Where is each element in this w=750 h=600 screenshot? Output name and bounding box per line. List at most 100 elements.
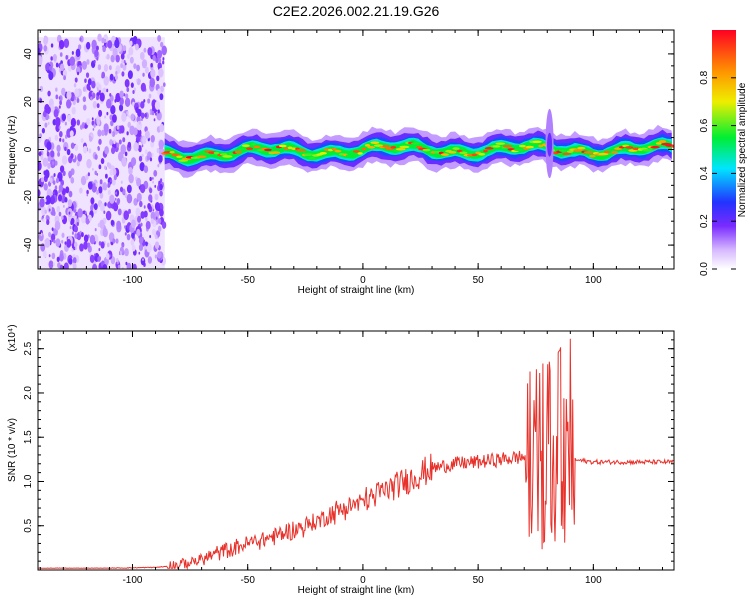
noise-speckle — [88, 135, 93, 142]
noise-speckle — [82, 145, 88, 154]
x-tick-label: -50 — [240, 275, 255, 286]
noise-speckle — [58, 96, 61, 100]
noise-speckle — [113, 139, 116, 145]
noise-speckle — [114, 74, 119, 81]
noise-speckle — [46, 151, 50, 157]
noise-speckle — [81, 60, 88, 70]
noise-speckle — [91, 120, 95, 126]
noise-speckle — [100, 241, 105, 249]
noise-speckle — [153, 118, 156, 122]
noise-speckle — [136, 192, 142, 202]
noise-speckle — [147, 202, 151, 210]
noise-speckle — [160, 178, 163, 183]
noise-speckle — [96, 118, 101, 126]
noise-speckle — [128, 166, 133, 175]
noise-speckle — [95, 182, 98, 187]
y-tick-label: 2.5 — [23, 341, 34, 355]
noise-speckle — [90, 197, 95, 205]
noise-speckle — [145, 241, 148, 247]
noise-speckle — [149, 77, 156, 88]
signal-cell — [583, 150, 594, 154]
colorbar-label: Normalized spectral amplitude — [737, 82, 748, 217]
signal-cell — [348, 153, 358, 156]
noise-speckle — [38, 143, 41, 151]
noise-speckle — [54, 185, 58, 190]
noise-speckle — [105, 210, 112, 221]
noise-speckle — [140, 112, 145, 119]
noise-speckle — [143, 99, 146, 103]
noise-speckle — [39, 133, 42, 138]
noise-speckle — [58, 130, 63, 138]
noise-speckle — [94, 170, 97, 176]
signal-cell — [237, 147, 247, 151]
noise-speckle — [160, 41, 164, 48]
noise-speckle — [58, 211, 62, 217]
noise-speckle — [59, 52, 63, 57]
noise-speckle — [154, 241, 160, 250]
noise-speckle — [154, 100, 161, 110]
noise-speckle — [62, 69, 68, 78]
noise-speckle — [69, 130, 74, 138]
signal-cell — [234, 150, 243, 154]
noise-speckle — [129, 115, 132, 119]
noise-speckle — [76, 160, 80, 167]
noise-speckle — [117, 264, 121, 269]
noise-speckle — [43, 45, 48, 52]
noise-speckle — [159, 190, 163, 197]
signal-cell — [484, 147, 494, 150]
noise-speckle — [71, 106, 76, 115]
signal-cell — [608, 152, 614, 156]
noise-speckle — [97, 146, 100, 151]
noise-speckle — [77, 71, 80, 76]
noise-speckle — [123, 59, 126, 64]
noise-speckle — [158, 154, 163, 163]
y-tick-label: 40 — [23, 48, 34, 60]
noise-speckle — [101, 37, 105, 44]
noise-speckle — [93, 123, 96, 128]
noise-speckle — [154, 193, 159, 201]
noise-speckle — [121, 112, 127, 122]
noise-speckle — [99, 219, 105, 229]
noise-speckle — [115, 92, 121, 103]
noise-speckle — [110, 179, 113, 183]
noise-speckle — [130, 157, 137, 167]
colorbar-tick-label: 0.8 — [699, 70, 710, 84]
noise-speckle — [42, 250, 47, 258]
noise-speckle — [66, 90, 72, 100]
noise-speckle — [51, 233, 56, 242]
noise-speckle — [86, 83, 91, 91]
noise-speckle — [94, 154, 98, 160]
noise-speckle — [124, 62, 127, 66]
noise-speckle — [91, 39, 97, 50]
noise-speckle — [149, 176, 152, 182]
noise-speckle — [154, 184, 157, 188]
noise-speckle — [152, 55, 156, 61]
noise-speckle — [125, 261, 128, 266]
noise-speckle — [114, 98, 117, 103]
x-tick-label: -100 — [122, 275, 142, 286]
signal-cell — [610, 151, 619, 154]
noise-speckle — [106, 242, 110, 248]
noise-speckle — [102, 227, 108, 238]
noise-speckle — [97, 256, 101, 263]
noise-speckle — [116, 258, 119, 263]
noise-speckle — [131, 219, 136, 229]
spectrogram-panel: -100 -50 0 50 100 -40 -20 0 20 40 Height of strai… — [7, 29, 675, 296]
noise-speckle — [98, 109, 103, 117]
noise-speckle — [44, 209, 47, 214]
signal-cell — [483, 149, 488, 153]
noise-speckle — [40, 177, 44, 183]
noise-speckle — [136, 228, 141, 237]
noise-speckle — [49, 177, 53, 184]
noise-speckle — [57, 151, 61, 157]
noise-speckle — [59, 264, 64, 269]
noise-speckle — [155, 112, 157, 116]
noise-speckle — [98, 84, 102, 91]
noise-speckle — [102, 45, 106, 53]
noise-speckle — [65, 55, 69, 60]
noise-speckle — [103, 64, 109, 72]
noise-speckle — [152, 180, 154, 184]
signal-cell — [295, 148, 307, 152]
noise-speckle — [48, 231, 52, 238]
noise-speckle — [61, 232, 65, 238]
